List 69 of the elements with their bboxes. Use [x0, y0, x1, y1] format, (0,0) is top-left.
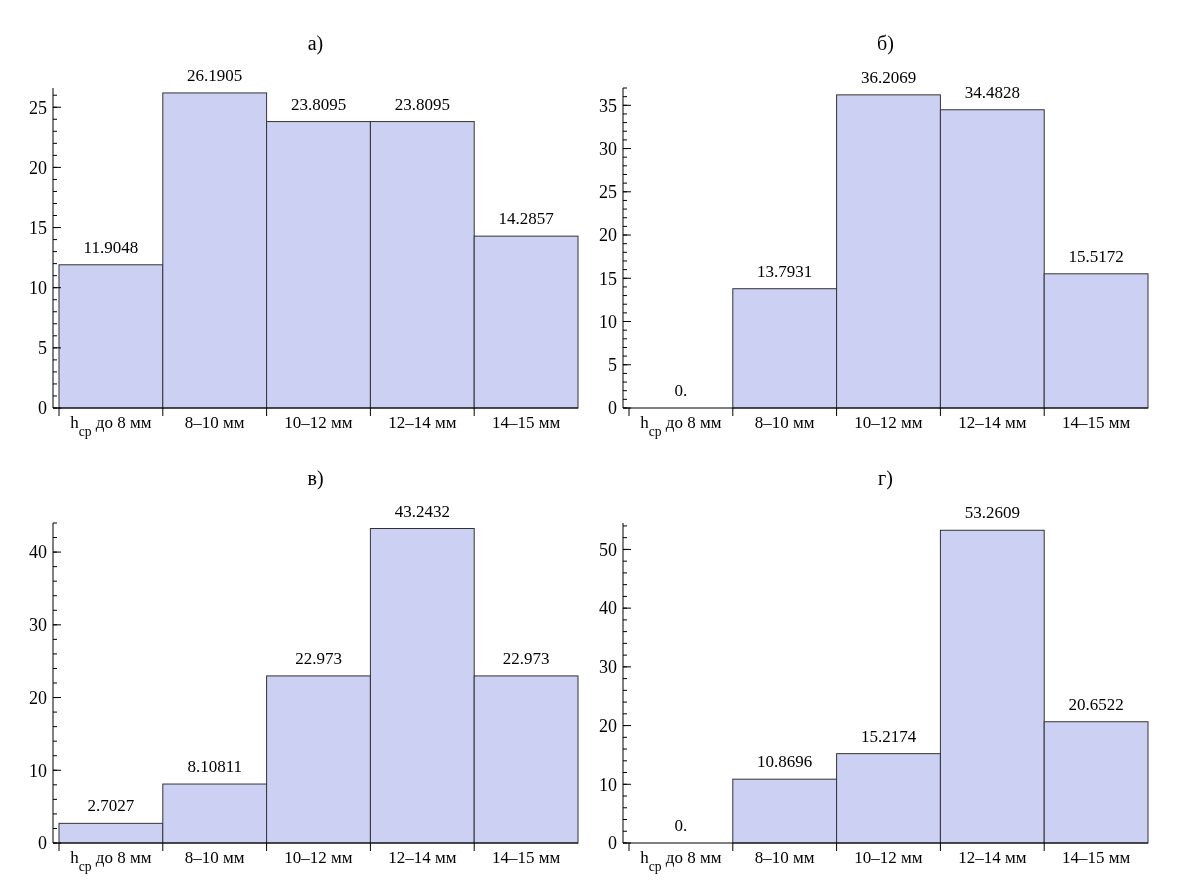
x-tick-label: 10–12 мм [284, 848, 353, 867]
data-label: 8.10811 [187, 757, 243, 777]
y-tick-label: 0 [608, 833, 617, 854]
data-label: 20.6522 [1068, 694, 1124, 714]
y-tick-label: 30 [599, 138, 617, 159]
y-tick-label: 0 [38, 833, 47, 854]
y-tick-label: 5 [38, 338, 47, 359]
x-tick-label: 12–14 мм [958, 848, 1027, 867]
x-tick-label: 10–12 мм [854, 848, 923, 867]
data-label: 23.8095 [394, 94, 450, 114]
data-label: 11.9048 [83, 237, 139, 257]
chart-title: в) [307, 467, 324, 490]
x-tick-label: 12–14 мм [388, 848, 457, 867]
x-tick-label: 10–12 мм [284, 413, 353, 432]
y-tick-label: 0 [608, 398, 617, 419]
chart-title: г) [878, 467, 893, 490]
x-tick-label: 8–10 мм [184, 413, 245, 432]
y-tick-label: 20 [599, 225, 617, 246]
x-tick-label: 14–15 мм [491, 848, 561, 867]
x-tick-label: 8–10 мм [184, 848, 245, 867]
y-tick-label: 20 [599, 715, 617, 736]
x-tick-label: 12–14 мм [388, 413, 457, 432]
data-label: 22.973 [502, 648, 550, 668]
data-label: 14.2857 [498, 209, 555, 229]
x-tick-label: h$_{ср}$ до 8 мм [640, 848, 722, 874]
y-tick-label: 15 [29, 217, 47, 238]
data-label: 34.4828 [964, 82, 1020, 102]
data-label: 23.8095 [290, 94, 347, 114]
x-tick-label: h$_{ср}$ до 8 мм [640, 413, 722, 439]
data-label: 43.2432 [394, 501, 450, 521]
data-label: 22.973 [295, 648, 342, 668]
data-label: 2.7027 [87, 796, 135, 816]
y-tick-label: 20 [29, 157, 47, 178]
data-label: 10.8696 [757, 752, 813, 772]
y-tick-label: 30 [29, 615, 47, 636]
data-label: 0. [674, 381, 688, 400]
y-tick-label: 40 [29, 542, 47, 563]
y-tick-label: 40 [599, 598, 617, 619]
x-tick-label: 8–10 мм [754, 413, 815, 432]
data-label: 36.2069 [860, 67, 917, 87]
y-tick-label: 30 [599, 657, 617, 678]
y-tick-label: 25 [599, 182, 617, 203]
data-label: 26.1905 [187, 65, 243, 85]
y-tick-label: 0 [38, 398, 47, 419]
y-tick-label: 5 [608, 355, 617, 376]
y-tick-label: 15 [599, 268, 617, 289]
x-tick-label: 14–15 мм [1061, 413, 1131, 432]
x-tick-label: 10–12 мм [854, 413, 923, 432]
x-tick-label: 14–15 мм [1061, 848, 1131, 867]
data-label: 15.2174 [860, 726, 917, 746]
x-tick-label: 12–14 мм [958, 413, 1027, 432]
data-label: 15.5172 [1068, 246, 1124, 266]
x-tick-label: h$_{ср}$ до 8 мм [70, 413, 152, 439]
y-tick-label: 10 [599, 311, 617, 332]
chart-title: б) [877, 32, 894, 55]
y-tick-label: 10 [29, 760, 47, 781]
x-tick-label: 14–15 мм [491, 413, 561, 432]
y-tick-label: 25 [29, 97, 47, 118]
x-tick-label: h$_{ср}$ до 8 мм [70, 848, 152, 874]
y-tick-label: 50 [599, 539, 617, 560]
y-tick-label: 10 [599, 774, 617, 795]
data-label: 0. [674, 816, 688, 835]
data-label: 13.7931 [757, 261, 813, 281]
y-tick-label: 10 [29, 278, 47, 298]
data-label: 53.2609 [964, 503, 1020, 523]
x-tick-label: 8–10 мм [754, 848, 815, 867]
y-tick-label: 20 [29, 687, 47, 708]
y-tick-label: 35 [599, 95, 617, 116]
chart-title: а) [307, 32, 324, 55]
